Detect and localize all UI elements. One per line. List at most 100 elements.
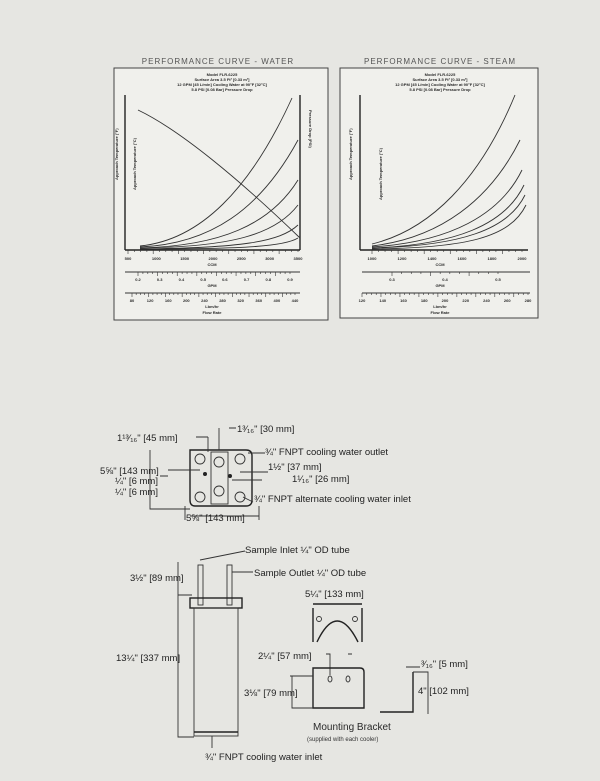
water-ccm-label: CCM [207, 262, 217, 267]
scale-tick-label: 80 [130, 298, 135, 303]
scale-tick-label: 0.4 [442, 277, 448, 282]
water-y-label-c: Approach Temperature (°C) [132, 137, 137, 190]
water-curve-4 [139, 204, 299, 249]
scale-tick-label: 1000 [368, 256, 378, 261]
dim-102mm: 4" [102 mm] [418, 686, 469, 697]
water-curve-1 [139, 97, 293, 247]
scale-tick-label: 0.3 [157, 277, 163, 282]
water-lbm-scale: 80 120 160 200 240 280 320 360 400 440 [130, 293, 299, 303]
water-y-label-right: Pressure Drop (PSI) [308, 110, 313, 148]
dim-37mm: 1½" [37 mm] [268, 462, 322, 473]
dim-6mm-a: ¼" [6 mm] [115, 476, 158, 487]
steam-curve-4 [371, 184, 525, 249]
water-curve-6 [139, 237, 299, 250]
top-plate [189, 449, 253, 507]
bracket-note: (supplied with each cooler) [307, 737, 378, 743]
sample-outlet-label: Sample Outlet ¼" OD tube [254, 568, 366, 579]
steam-model: Model FLR-6225 [425, 72, 456, 77]
scale-tick-label: 1500 [180, 256, 190, 261]
dim-26mm: 1¹⁄₁₆" [26 mm] [292, 474, 349, 485]
steam-y-label-c: Approach Temperature (°C) [378, 147, 383, 200]
water-curve-3 [139, 179, 299, 249]
scale-tick-label: 1000 [152, 256, 162, 261]
scale-tick-label: 400 [274, 298, 281, 303]
scale-tick-label: 2000 [518, 256, 528, 261]
scale-tick-label: 0.7 [244, 277, 250, 282]
scale-tick-label: 0.5 [200, 277, 206, 282]
water-ccm-scale: 500 1000 1500 2000 2500 3000 3500 [125, 250, 303, 261]
bracket-title: Mounting Bracket [313, 722, 391, 733]
scale-tick-label: 0.2 [135, 277, 141, 282]
steam-spec-2: 12 GPM [45 L/min] Cooling Water at 90°F … [395, 82, 485, 87]
scale-tick-label: 200 [442, 298, 449, 303]
scale-tick-label: 0.8 [266, 277, 272, 282]
sample-inlet-label: Sample Inlet ¼" OD tube [245, 545, 350, 556]
steam-ccm-scale: 1000 1200 1400 1600 1800 2000 [368, 250, 528, 261]
water-gpm-scale: 0.2 0.3 0.4 0.5 0.6 0.7 0.8 0.9 [135, 272, 294, 282]
scale-tick-label: 360 [255, 298, 262, 303]
scale-tick-label: 120 [359, 298, 366, 303]
water-gpm-label: GPM [207, 283, 217, 288]
cooling-water-inlet-label: ¾" FNPT cooling water inlet [205, 752, 323, 763]
center-block [210, 451, 229, 505]
scale-tick-label: 280 [525, 298, 532, 303]
dim-133mm: 5¼" [133 mm] [305, 589, 364, 600]
steam-gpm-label: GPM [435, 283, 445, 288]
scale-tick-label: 320 [237, 298, 244, 303]
water-y-label-f: Approach Temperature (°F) [114, 128, 119, 180]
side-view-drawing: Sample Inlet ¼" OD tube Sample Outlet ¼"… [116, 545, 366, 763]
steam-ccm-label: CCM [435, 262, 445, 267]
water-lbm-label: Lbm/hr [205, 304, 219, 309]
dim-79mm: 3⅛" [79 mm] [244, 688, 298, 699]
dim-89mm: 3½" [89 mm] [130, 573, 184, 584]
scale-tick-label: 240 [201, 298, 208, 303]
scale-tick-label: 0.5 [495, 277, 501, 282]
scale-tick-label: 260 [504, 298, 511, 303]
water-chart-title: PERFORMANCE CURVE - WATER [142, 57, 294, 66]
steam-curve-5 [371, 194, 526, 249]
dim-30mm: 1³⁄₁₆" [30 mm] [237, 424, 294, 435]
steam-lbm-scale: 120 140 160 180 200 220 240 260 280 [359, 293, 532, 303]
scale-tick-label: 0.3 [389, 277, 395, 282]
dim-45mm: 1¹³⁄₁₆" [45 mm] [117, 433, 178, 444]
scale-tick-label: 2000 [209, 256, 219, 261]
water-performance-chart: PERFORMANCE CURVE - WATER Model FLR-6225… [113, 57, 329, 321]
scale-tick-label: 1400 [428, 256, 438, 261]
scale-tick-label: 2500 [237, 256, 247, 261]
scale-tick-label: 180 [421, 298, 428, 303]
outlet-label: ¾" FNPT cooling water outlet [265, 447, 388, 458]
dim-143mm-horizontal: 5⅝" [143 mm] [186, 513, 245, 524]
steam-curve-6 [371, 204, 527, 250]
scale-tick-label: 0.4 [179, 277, 185, 282]
scale-tick-label: 1600 [458, 256, 468, 261]
scale-tick-label: 0.9 [287, 277, 293, 282]
water-model: Model FLR-6225 [207, 72, 238, 77]
dim-337mm: 13¼" [337 mm] [116, 653, 180, 664]
water-spec-2: 12 GPM [45 L/min] Cooling Water at 90°F … [177, 82, 267, 87]
steam-y-label-f: Approach Temperature (°F) [348, 128, 353, 180]
scale-tick-label: 120 [147, 298, 154, 303]
scale-tick-label: 3000 [265, 256, 275, 261]
water-curve-2 [139, 139, 299, 248]
dim-143mm-vertical: 5⅝" [143 mm] [100, 466, 159, 477]
dim-5mm: ³⁄₁₆" [5 mm] [421, 659, 468, 670]
scale-tick-label: 140 [379, 298, 386, 303]
steam-lbm-label: Lbm/hr [433, 304, 447, 309]
water-x-label: Flow Rate [203, 310, 223, 315]
alt-inlet-label: ¾" FNPT alternate cooling water inlet [254, 494, 411, 505]
scale-tick-label: 220 [462, 298, 469, 303]
scale-tick-label: 200 [183, 298, 190, 303]
steam-curve-3 [371, 169, 523, 248]
scale-tick-label: 1800 [488, 256, 498, 261]
steam-performance-chart: PERFORMANCE CURVE - STEAM Model FLR-6225… [339, 57, 539, 319]
water-curve-5 [139, 224, 299, 250]
scale-tick-label: 1200 [398, 256, 408, 261]
water-spec-1: Surface Area 3.5 Ft² [0.33 m²] [195, 77, 251, 82]
water-spec-3: 5.8 PSI [0.08 Bar] Pressure Drop [191, 87, 253, 92]
scale-tick-label: 440 [292, 298, 299, 303]
scale-tick-label: 0.6 [222, 277, 228, 282]
steam-curve-2 [371, 139, 521, 247]
scale-tick-label: 500 [125, 256, 132, 261]
water-pressure-curve [137, 109, 301, 239]
